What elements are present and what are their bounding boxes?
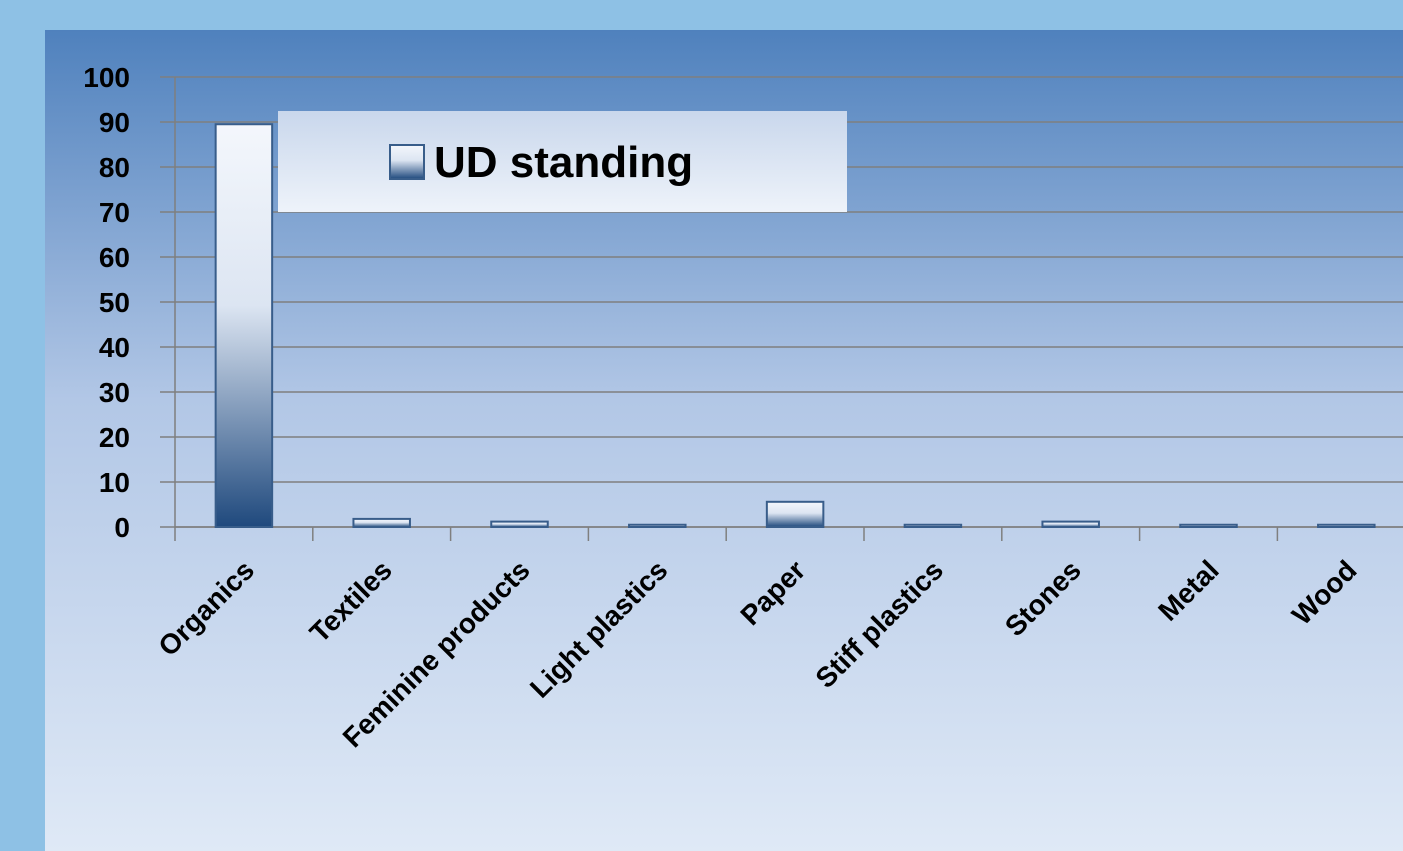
- bar: [1317, 523, 1376, 528]
- legend-box: [278, 111, 847, 212]
- y-tick-label: 90: [99, 107, 130, 138]
- y-tick-label: 100: [83, 62, 130, 93]
- bar: [765, 500, 825, 528]
- y-tick-label: 50: [99, 287, 130, 318]
- y-tick-label: 70: [99, 197, 130, 228]
- y-tick-label: 80: [99, 152, 130, 183]
- y-tick-label: 10: [99, 467, 130, 498]
- y-tick-label: 30: [99, 377, 130, 408]
- legend-swatch: [389, 144, 425, 180]
- bar: [352, 517, 411, 529]
- y-tick-label: 20: [99, 422, 130, 453]
- bar: [1041, 520, 1100, 528]
- bar: [1179, 523, 1238, 528]
- legend-label: UD standing: [434, 138, 693, 187]
- bar: [628, 523, 687, 528]
- y-tick-label: 0: [114, 512, 130, 543]
- bar: [490, 520, 549, 528]
- bar: [903, 523, 963, 528]
- bar: [214, 123, 274, 528]
- y-tick-label: 60: [99, 242, 130, 273]
- y-tick-label: 40: [99, 332, 130, 363]
